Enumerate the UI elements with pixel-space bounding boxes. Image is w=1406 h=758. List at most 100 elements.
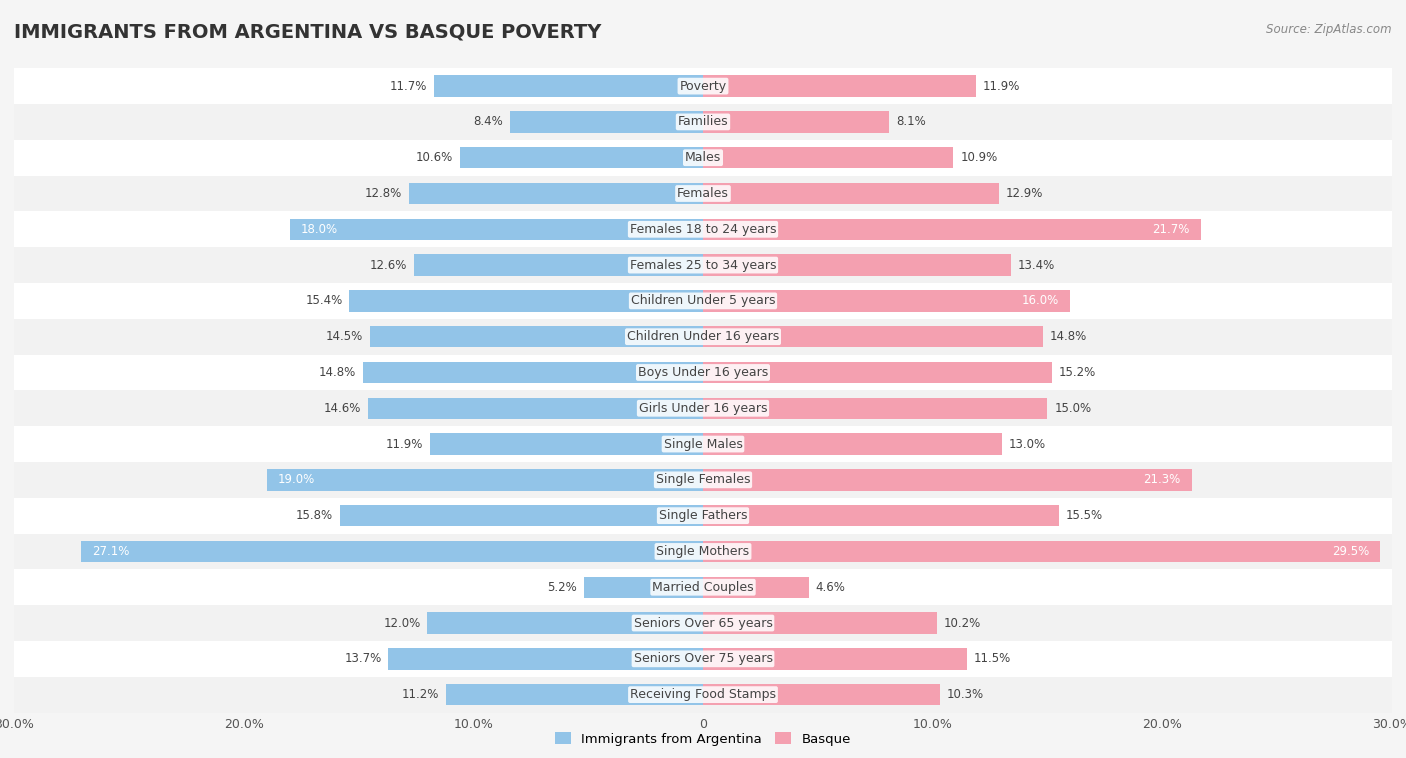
- Text: 4.6%: 4.6%: [815, 581, 845, 594]
- Bar: [703, 218, 1201, 240]
- Text: 12.0%: 12.0%: [384, 616, 420, 630]
- Text: 11.7%: 11.7%: [389, 80, 427, 92]
- Bar: [510, 111, 703, 133]
- Text: 12.6%: 12.6%: [370, 258, 406, 271]
- Bar: [368, 397, 703, 419]
- Bar: [267, 469, 703, 490]
- Bar: [14, 283, 1392, 319]
- Bar: [14, 426, 1392, 462]
- Bar: [290, 218, 703, 240]
- Text: Single Males: Single Males: [664, 437, 742, 450]
- Bar: [80, 540, 703, 562]
- Text: 10.9%: 10.9%: [960, 151, 997, 164]
- Bar: [703, 648, 967, 669]
- Text: 21.3%: 21.3%: [1143, 473, 1181, 487]
- Bar: [14, 176, 1392, 211]
- Text: Boys Under 16 years: Boys Under 16 years: [638, 366, 768, 379]
- Text: Males: Males: [685, 151, 721, 164]
- Text: 11.9%: 11.9%: [385, 437, 423, 450]
- Text: Seniors Over 65 years: Seniors Over 65 years: [634, 616, 772, 630]
- Text: 14.5%: 14.5%: [326, 330, 363, 343]
- Bar: [14, 247, 1392, 283]
- Text: 21.7%: 21.7%: [1153, 223, 1189, 236]
- Bar: [703, 75, 976, 97]
- Bar: [703, 255, 1011, 276]
- Bar: [14, 677, 1392, 713]
- Text: 10.3%: 10.3%: [946, 688, 984, 701]
- Text: 15.4%: 15.4%: [305, 294, 343, 308]
- Text: 13.0%: 13.0%: [1008, 437, 1046, 450]
- Text: 15.8%: 15.8%: [297, 509, 333, 522]
- Bar: [430, 434, 703, 455]
- Text: IMMIGRANTS FROM ARGENTINA VS BASQUE POVERTY: IMMIGRANTS FROM ARGENTINA VS BASQUE POVE…: [14, 23, 602, 42]
- Text: 14.8%: 14.8%: [1050, 330, 1087, 343]
- Bar: [14, 68, 1392, 104]
- Bar: [388, 648, 703, 669]
- Text: 12.8%: 12.8%: [366, 187, 402, 200]
- Text: Poverty: Poverty: [679, 80, 727, 92]
- Text: Receiving Food Stamps: Receiving Food Stamps: [630, 688, 776, 701]
- Bar: [14, 139, 1392, 176]
- Text: 27.1%: 27.1%: [93, 545, 129, 558]
- Text: 10.6%: 10.6%: [415, 151, 453, 164]
- Text: Females 25 to 34 years: Females 25 to 34 years: [630, 258, 776, 271]
- Text: Married Couples: Married Couples: [652, 581, 754, 594]
- Bar: [703, 326, 1043, 347]
- Bar: [340, 505, 703, 526]
- Bar: [14, 211, 1392, 247]
- Bar: [583, 577, 703, 598]
- Bar: [14, 605, 1392, 641]
- Bar: [14, 319, 1392, 355]
- Text: 5.2%: 5.2%: [547, 581, 576, 594]
- Text: Single Mothers: Single Mothers: [657, 545, 749, 558]
- Text: 13.4%: 13.4%: [1018, 258, 1054, 271]
- Text: 10.2%: 10.2%: [945, 616, 981, 630]
- Bar: [703, 183, 1000, 204]
- Bar: [703, 505, 1059, 526]
- Bar: [446, 684, 703, 706]
- Text: 13.7%: 13.7%: [344, 653, 381, 666]
- Text: Girls Under 16 years: Girls Under 16 years: [638, 402, 768, 415]
- Text: 14.6%: 14.6%: [323, 402, 361, 415]
- Text: 15.5%: 15.5%: [1066, 509, 1102, 522]
- Text: Children Under 16 years: Children Under 16 years: [627, 330, 779, 343]
- Text: 15.0%: 15.0%: [1054, 402, 1091, 415]
- Bar: [427, 612, 703, 634]
- Text: Single Fathers: Single Fathers: [659, 509, 747, 522]
- Text: Females: Females: [678, 187, 728, 200]
- Text: Children Under 5 years: Children Under 5 years: [631, 294, 775, 308]
- Bar: [363, 362, 703, 384]
- Bar: [14, 462, 1392, 498]
- Bar: [14, 534, 1392, 569]
- Text: 16.0%: 16.0%: [1022, 294, 1059, 308]
- Bar: [703, 362, 1052, 384]
- Bar: [14, 498, 1392, 534]
- Text: 18.0%: 18.0%: [301, 223, 339, 236]
- Text: 11.5%: 11.5%: [974, 653, 1011, 666]
- Bar: [703, 397, 1047, 419]
- Bar: [703, 434, 1001, 455]
- Bar: [409, 183, 703, 204]
- Bar: [703, 577, 808, 598]
- Text: 29.5%: 29.5%: [1331, 545, 1369, 558]
- Legend: Immigrants from Argentina, Basque: Immigrants from Argentina, Basque: [550, 727, 856, 751]
- Bar: [14, 355, 1392, 390]
- Text: 12.9%: 12.9%: [1007, 187, 1043, 200]
- Bar: [703, 111, 889, 133]
- Bar: [703, 540, 1381, 562]
- Text: Single Females: Single Females: [655, 473, 751, 487]
- Text: 11.2%: 11.2%: [402, 688, 439, 701]
- Text: 8.1%: 8.1%: [896, 115, 925, 128]
- Bar: [349, 290, 703, 312]
- Bar: [703, 684, 939, 706]
- Text: 14.8%: 14.8%: [319, 366, 356, 379]
- Text: 19.0%: 19.0%: [278, 473, 315, 487]
- Text: 15.2%: 15.2%: [1059, 366, 1097, 379]
- Bar: [703, 469, 1192, 490]
- Text: 8.4%: 8.4%: [474, 115, 503, 128]
- Text: Females 18 to 24 years: Females 18 to 24 years: [630, 223, 776, 236]
- Bar: [703, 290, 1070, 312]
- Bar: [14, 569, 1392, 605]
- Bar: [370, 326, 703, 347]
- Bar: [14, 104, 1392, 139]
